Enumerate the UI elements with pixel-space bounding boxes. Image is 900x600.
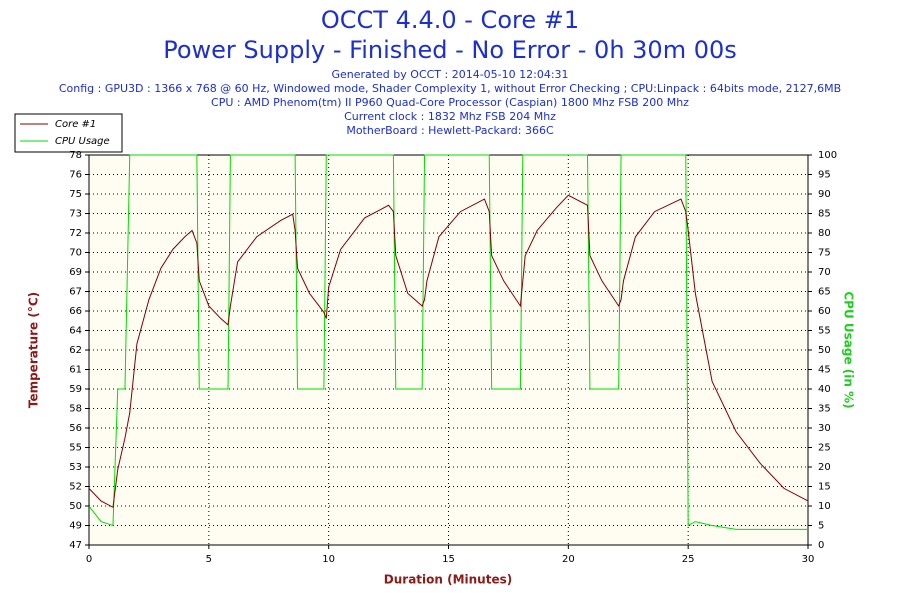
y2-tick-label: 90 <box>818 189 831 200</box>
y-tick-label: 72 <box>69 228 82 239</box>
info-line: Current clock : 1832 Mhz FSB 204 Mhz <box>344 110 556 123</box>
y2-tick-label: 40 <box>818 384 831 395</box>
legend-label: Core #1 <box>55 119 96 130</box>
y2-tick-label: 25 <box>818 443 831 454</box>
y-tick-label: 62 <box>69 345 82 356</box>
y2-tick-label: 0 <box>818 540 824 551</box>
chart-subtitle: Power Supply - Finished - No Error - 0h … <box>163 36 737 64</box>
info-line: Config : GPU3D : 1366 x 768 @ 60 Hz, Win… <box>59 82 841 95</box>
y-tick-label: 75 <box>69 189 82 200</box>
y-tick-label: 69 <box>69 267 82 278</box>
y-tick-label: 76 <box>69 170 82 181</box>
y-tick-label: 49 <box>69 521 82 532</box>
x-tick-label: 0 <box>86 554 92 565</box>
y2-tick-label: 70 <box>818 267 831 278</box>
x-tick-label: 5 <box>206 554 212 565</box>
y2-tick-label: 30 <box>818 423 831 434</box>
x-tick-label: 15 <box>442 554 455 565</box>
info-line: Generated by OCCT : 2014-05-10 12:04:31 <box>331 68 568 81</box>
y2-axis-label: CPU Usage (in %) <box>842 291 856 408</box>
y2-tick-label: 35 <box>818 404 831 415</box>
plot-area <box>88 154 809 546</box>
y2-tick-label: 65 <box>818 287 831 298</box>
y-axis-label: Temperature (°C) <box>27 292 41 408</box>
y-tick-label: 55 <box>69 443 82 454</box>
series-line <box>88 154 808 530</box>
x-tick-label: 10 <box>322 554 335 565</box>
y2-tick-label: 50 <box>818 345 831 356</box>
y2-tick-label: 10 <box>818 501 831 512</box>
y-tick-label: 64 <box>69 326 82 337</box>
y-tick-label: 66 <box>69 306 82 317</box>
y-tick-label: 73 <box>69 209 82 220</box>
legend-label: CPU Usage <box>55 136 110 147</box>
y-tick-label: 47 <box>69 540 82 551</box>
y-tick-label: 78 <box>69 150 82 161</box>
y2-tick-label: 15 <box>818 482 831 493</box>
x-tick-label: 30 <box>802 554 815 565</box>
y2-tick-label: 45 <box>818 365 831 376</box>
y2-tick-label: 75 <box>818 248 831 259</box>
y2-tick-label: 80 <box>818 228 831 239</box>
y2-tick-label: 20 <box>818 462 831 473</box>
y2-tick-label: 60 <box>818 306 831 317</box>
chart-title: OCCT 4.4.0 - Core #1 <box>321 6 579 34</box>
y2-tick-label: 5 <box>818 521 824 532</box>
legend <box>14 113 123 153</box>
y2-tick-label: 55 <box>818 326 831 337</box>
y-tick-label: 53 <box>69 462 82 473</box>
x-tick-label: 20 <box>562 554 575 565</box>
y2-tick-label: 95 <box>818 170 831 181</box>
y-tick-label: 52 <box>69 482 82 493</box>
info-line: MotherBoard : Hewlett-Packard: 366C <box>346 124 554 137</box>
y-tick-label: 67 <box>69 287 82 298</box>
info-line: CPU : AMD Phenom(tm) II P960 Quad-Core P… <box>211 96 689 109</box>
y2-tick-label: 85 <box>818 209 831 220</box>
y-tick-label: 58 <box>69 404 82 415</box>
series-line <box>88 194 809 509</box>
x-tick-label: 25 <box>682 554 695 565</box>
y-tick-label: 70 <box>69 248 82 259</box>
x-axis-label: Duration (Minutes) <box>384 573 512 587</box>
y2-tick-label: 100 <box>818 150 837 161</box>
y-tick-label: 59 <box>69 384 82 395</box>
y-tick-label: 56 <box>69 423 82 434</box>
y-tick-label: 61 <box>69 365 82 376</box>
y-tick-label: 50 <box>69 501 82 512</box>
